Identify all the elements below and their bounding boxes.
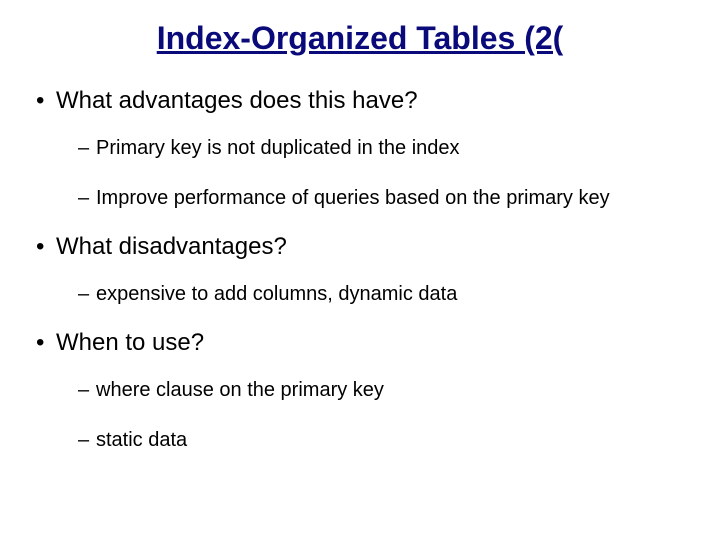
dash-icon: – — [78, 183, 96, 213]
bullet-dot-icon: • — [36, 87, 56, 115]
question-disadvantages: •What disadvantages? — [30, 233, 690, 261]
question-text: What advantages does this have? — [56, 87, 418, 114]
sub-item-text: where clause on the primary key — [96, 379, 384, 401]
bullet-dot-icon: • — [36, 329, 56, 357]
section-advantages: •What advantages does this have? –Primar… — [30, 87, 690, 213]
sub-item-text: Improve performance of queries based on … — [96, 187, 610, 209]
bullet-dot-icon: • — [36, 233, 56, 261]
sub-item: –expensive to add columns, dynamic data — [30, 279, 690, 309]
sub-item: –Primary key is not duplicated in the in… — [30, 133, 690, 163]
question-text: When to use? — [56, 329, 204, 356]
section-when-to-use: •When to use? –where clause on the prima… — [30, 329, 690, 455]
sub-item: –where clause on the primary key — [30, 375, 690, 405]
section-disadvantages: •What disadvantages? –expensive to add c… — [30, 233, 690, 309]
question-when-to-use: •When to use? — [30, 329, 690, 357]
sub-item: –Improve performance of queries based on… — [30, 183, 690, 213]
sub-item: –static data — [30, 425, 690, 455]
dash-icon: – — [78, 279, 96, 309]
sub-item-text: Primary key is not duplicated in the ind… — [96, 137, 460, 159]
slide-title: Index-Organized Tables (2( — [30, 20, 690, 57]
sub-item-text: expensive to add columns, dynamic data — [96, 283, 457, 305]
dash-icon: – — [78, 425, 96, 455]
question-text: What disadvantages? — [56, 233, 287, 260]
dash-icon: – — [78, 133, 96, 163]
sub-item-text: static data — [96, 429, 187, 451]
dash-icon: – — [78, 375, 96, 405]
question-advantages: •What advantages does this have? — [30, 87, 690, 115]
